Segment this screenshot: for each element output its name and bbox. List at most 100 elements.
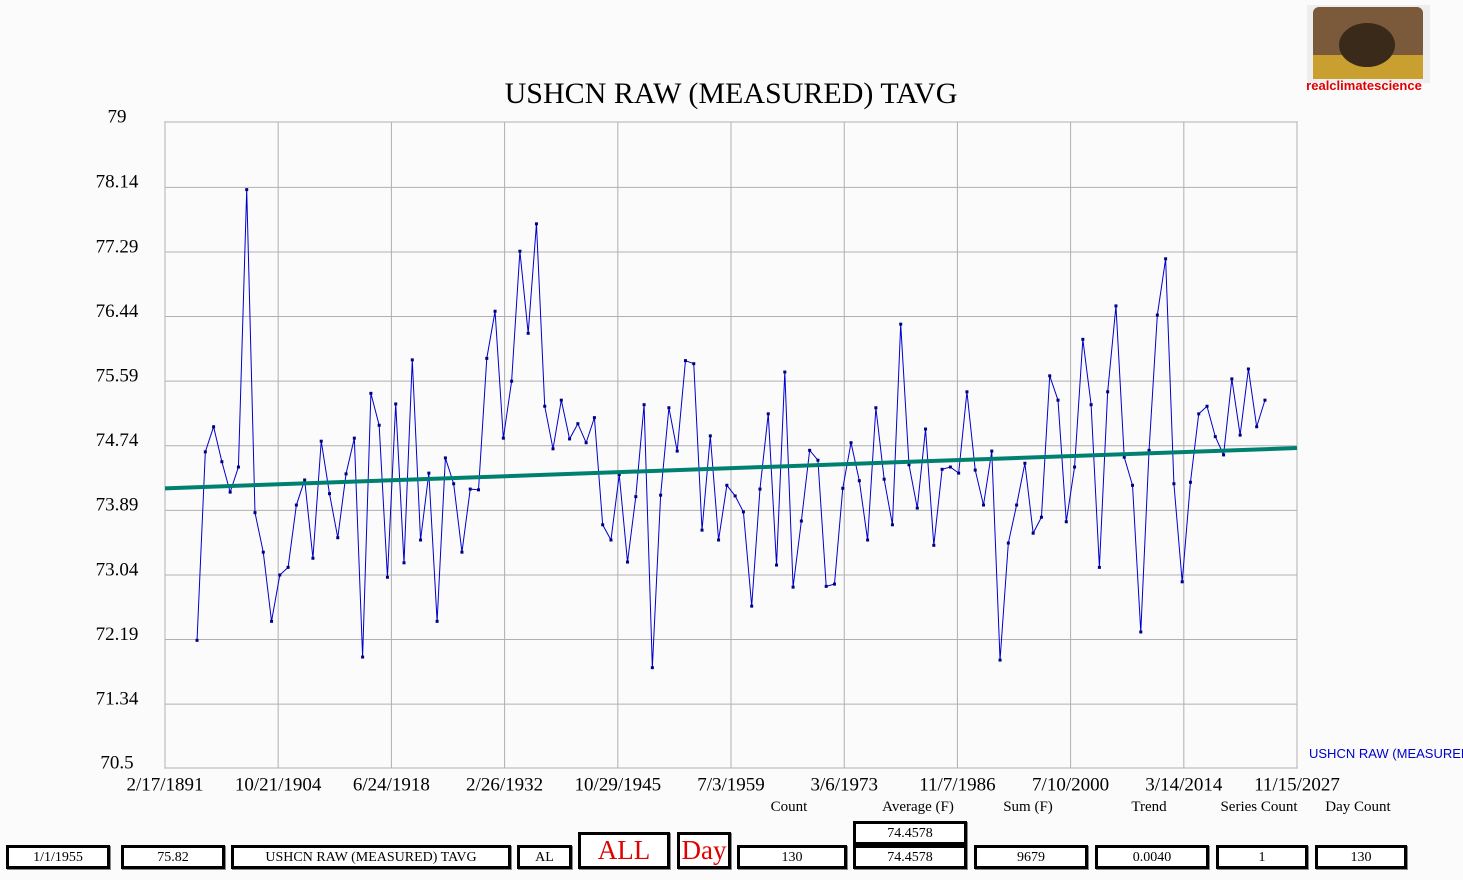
y-tick-label: 70.5	[100, 752, 133, 773]
data-point	[733, 494, 737, 498]
data-point	[692, 362, 696, 366]
y-tick-label: 73.89	[96, 495, 139, 516]
x-tick-label: 3/14/2014	[1145, 774, 1223, 795]
data-point	[650, 666, 654, 670]
data-point	[601, 523, 605, 527]
data-point	[1064, 520, 1068, 524]
panel-header: Trend	[1131, 799, 1167, 815]
data-point	[874, 406, 878, 410]
data-point	[965, 390, 969, 394]
data-point	[1122, 455, 1126, 459]
data-point	[1213, 435, 1217, 439]
data-point	[1246, 367, 1250, 371]
x-tick-label: 2/17/1891	[126, 774, 203, 795]
data-point	[220, 460, 224, 464]
data-point	[311, 556, 315, 560]
x-tick-label: 10/21/1904	[235, 774, 322, 795]
data-point	[452, 482, 456, 486]
data-point	[576, 422, 580, 426]
data-point	[841, 486, 845, 490]
data-point	[212, 425, 216, 429]
data-point	[634, 495, 638, 499]
logo	[1307, 5, 1430, 83]
panel-header: Sum (F)	[1003, 799, 1053, 815]
data-point	[1031, 531, 1035, 535]
data-point	[1147, 448, 1151, 452]
data-point	[245, 188, 249, 192]
data-point	[369, 391, 373, 395]
data-point	[468, 487, 472, 491]
data-point	[617, 473, 621, 477]
data-point	[717, 538, 721, 542]
data-point	[626, 560, 630, 564]
data-point	[195, 638, 199, 642]
data-point	[882, 477, 886, 481]
data-point	[683, 359, 687, 363]
data-point	[642, 403, 646, 407]
data-point	[443, 456, 447, 460]
data-point	[1139, 630, 1143, 634]
trend-line	[164, 446, 1298, 491]
data-point	[1015, 503, 1019, 507]
series-field[interactable]: USHCN RAW (MEASURED) TAVG	[231, 845, 511, 869]
y-tick-label: 71.34	[96, 689, 139, 710]
data-point	[1180, 580, 1184, 584]
data-point	[402, 561, 406, 565]
data-point	[460, 550, 464, 554]
data-point	[270, 619, 274, 623]
data-point	[990, 449, 994, 453]
logo-text: realclimatescience	[1306, 78, 1422, 93]
date-field[interactable]: 1/1/1955	[6, 845, 110, 869]
data-point	[725, 483, 729, 487]
data-point	[385, 575, 389, 579]
state-field[interactable]: AL	[517, 845, 572, 869]
data-point	[775, 563, 779, 567]
data-point	[1039, 515, 1043, 519]
data-line	[196, 189, 1266, 668]
x-tick-label: 3/6/1973	[810, 774, 878, 795]
data-point	[228, 490, 232, 494]
data-point	[1023, 461, 1027, 465]
x-tick-label: 2/26/1932	[466, 774, 543, 795]
data-point	[741, 510, 745, 514]
data-point	[1255, 425, 1259, 429]
all-button[interactable]: ALL	[578, 832, 670, 869]
data-point	[957, 471, 961, 475]
x-tick-label: 11/7/1986	[919, 774, 995, 795]
data-point	[890, 523, 894, 527]
y-tick-label: 73.04	[96, 559, 139, 580]
data-point	[1106, 390, 1110, 394]
data-point	[907, 463, 911, 467]
legend-entry: USHCN RAW (MEASURED) TAVG	[1309, 746, 1463, 761]
data-point	[1097, 565, 1101, 569]
panel-header: Count	[770, 799, 808, 815]
data-point	[203, 450, 207, 454]
data-point	[427, 471, 431, 475]
value-field[interactable]: 75.82	[121, 845, 225, 869]
data-point	[799, 519, 803, 523]
data-point	[303, 478, 307, 482]
data-point	[808, 448, 812, 452]
data-point	[849, 441, 853, 445]
data-point	[857, 479, 861, 483]
data-point	[816, 458, 820, 462]
count-field: 130	[737, 845, 847, 869]
data-point	[1172, 482, 1176, 486]
x-tick-label: 11/15/2027	[1254, 774, 1340, 795]
data-point	[915, 506, 919, 510]
data-point	[766, 412, 770, 416]
data-point	[1197, 412, 1201, 416]
data-point	[1081, 337, 1085, 341]
data-point	[924, 427, 928, 431]
day-button[interactable]: Day	[677, 832, 731, 869]
panel-header: Day Count	[1325, 799, 1391, 815]
data-point	[394, 402, 398, 406]
data-point	[236, 465, 240, 469]
data-point	[973, 468, 977, 472]
data-point	[336, 536, 340, 540]
data-point	[294, 503, 298, 507]
data-point	[1114, 304, 1118, 308]
data-point	[940, 467, 944, 471]
y-tick-label: 79	[108, 106, 127, 127]
data-point	[932, 543, 936, 547]
